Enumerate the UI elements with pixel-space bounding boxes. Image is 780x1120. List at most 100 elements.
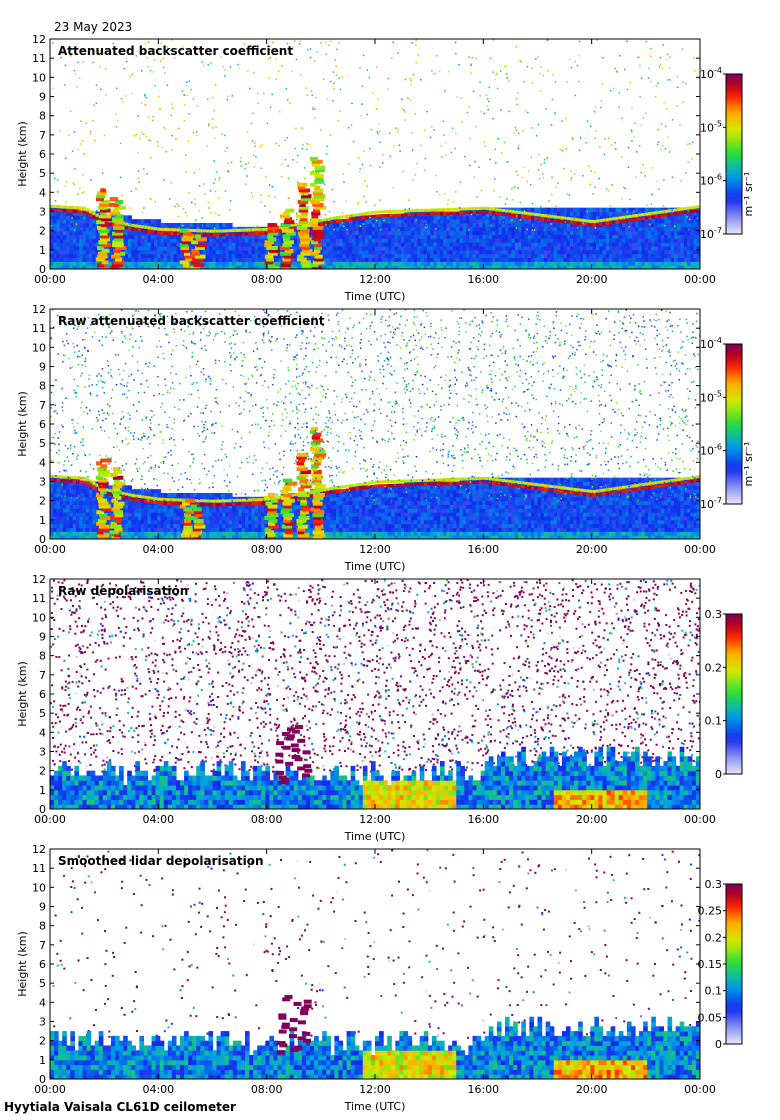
colorbar-units: m⁻¹ sr⁻¹ <box>742 442 755 487</box>
y-tick-label: 3 <box>39 206 46 219</box>
x-tick-label: 04:00 <box>142 1083 174 1096</box>
colorbar-tick-label: 10-7 <box>700 226 722 241</box>
x-axis-label: Time (UTC) <box>344 830 406 843</box>
x-tick-label: 12:00 <box>359 1083 391 1096</box>
colorbar: 0 0.05 0.1 0.15 0.2 0.25 0.3 <box>698 878 743 1051</box>
y-tick-label: 8 <box>39 380 46 393</box>
y-tick-label: 2 <box>39 1035 46 1048</box>
colorbar: 10-7 10-6 10-5 10-4 m⁻¹ sr⁻¹ <box>700 336 755 511</box>
y-tick-label: 1 <box>39 784 46 797</box>
x-tick-label: 00:00 <box>34 543 66 556</box>
y-axis-label: Height (km) <box>16 931 29 997</box>
y-tick-label: 5 <box>39 437 46 450</box>
panel-title: Raw depolarisation <box>58 584 188 598</box>
y-tick-label: 11 <box>32 862 46 875</box>
x-tick-label: 00:00 <box>684 543 716 556</box>
colorbar: 10-7 10-6 10-5 10-4 m⁻¹ sr⁻¹ <box>700 66 755 241</box>
panel-title: Smoothed lidar depolarisation <box>58 854 264 868</box>
colorbar-tick-label: 0.3 <box>705 608 723 621</box>
instrument-footer: Hyytiala Vaisala CL61D ceilometer <box>4 1100 236 1114</box>
y-tick-label: 2 <box>39 765 46 778</box>
y-tick-label: 0 <box>39 263 46 276</box>
y-tick-label: 12 <box>32 843 46 856</box>
panel-1: Attenuated backscatter coefficient 0 12 3 4 5… <box>16 33 755 303</box>
y-tick-label: 12 <box>32 33 46 46</box>
heatmap-field <box>50 579 700 809</box>
y-tick-label: 5 <box>39 167 46 180</box>
y-tick-label: 4 <box>39 186 46 199</box>
y-tick-label: 2 <box>39 495 46 508</box>
x-tick-label: 00:00 <box>684 813 716 826</box>
x-tick-label: 12:00 <box>359 273 391 286</box>
x-tick-label: 04:00 <box>142 543 174 556</box>
x-tick-label: 16:00 <box>467 1083 499 1096</box>
heatmap-field <box>50 39 700 269</box>
x-tick-label: 20:00 <box>576 543 608 556</box>
colorbar-tick-label: 0 <box>715 768 722 781</box>
y-tick-label: 6 <box>39 688 46 701</box>
x-tick-label: 12:00 <box>359 813 391 826</box>
x-tick-label: 20:00 <box>576 1083 608 1096</box>
y-tick-label: 9 <box>39 91 46 104</box>
y-tick-label: 3 <box>39 746 46 759</box>
y-tick-label: 6 <box>39 418 46 431</box>
x-axis-label: Time (UTC) <box>344 1100 406 1113</box>
y-tick-label: 9 <box>39 901 46 914</box>
y-tick-label: 6 <box>39 148 46 161</box>
y-tick-label: 7 <box>39 939 46 952</box>
colorbar-tick-label: 0.05 <box>698 1011 723 1024</box>
y-tick-label: 0 <box>39 1073 46 1086</box>
y-tick-label: 11 <box>32 322 46 335</box>
x-tick-label: 20:00 <box>576 273 608 286</box>
colorbar-tick-label: 0.15 <box>698 958 723 971</box>
y-tick-label: 3 <box>39 1016 46 1029</box>
x-axis-label: Time (UTC) <box>344 560 406 573</box>
y-tick-label: 10 <box>32 881 46 894</box>
colorbar-tick-label: 0 <box>715 1038 722 1051</box>
x-tick-label: 08:00 <box>251 1083 283 1096</box>
colorbar-tick-label: 0.3 <box>705 878 723 891</box>
y-tick-label: 7 <box>39 129 46 142</box>
colorbar-tick-label: 0.2 <box>705 931 723 944</box>
colorbar-tick-label: 10-4 <box>700 336 722 351</box>
y-tick-label: 11 <box>32 52 46 65</box>
y-tick-label: 1 <box>39 514 46 527</box>
x-tick-label: 00:00 <box>34 813 66 826</box>
colorbar-tick-label: 0.2 <box>705 661 723 674</box>
y-tick-label: 12 <box>32 303 46 316</box>
y-tick-label: 4 <box>39 996 46 1009</box>
y-tick-label: 6 <box>39 958 46 971</box>
x-axis-label: Time (UTC) <box>344 290 406 303</box>
y-tick-label: 5 <box>39 977 46 990</box>
panel-4: Smoothed lidar depolarisation01234567891… <box>16 843 743 1113</box>
x-tick-label: 00:00 <box>34 1083 66 1096</box>
y-tick-label: 9 <box>39 361 46 374</box>
panel-title: Raw attenuated backscatter coefficient <box>58 314 325 328</box>
colorbar-tick-label: 10-5 <box>700 119 722 134</box>
y-tick-label: 4 <box>39 726 46 739</box>
y-tick-label: 1 <box>39 1054 46 1067</box>
y-tick-label: 10 <box>32 71 46 84</box>
y-tick-label: 8 <box>39 110 46 123</box>
heatmap-field <box>50 309 700 539</box>
colorbar-tick-label: 10-5 <box>700 389 722 404</box>
y-tick-label: 9 <box>39 631 46 644</box>
x-tick-label: 08:00 <box>251 543 283 556</box>
y-tick-label: 7 <box>39 399 46 412</box>
x-tick-label: 00:00 <box>34 273 66 286</box>
colorbar-tick-label: 10-6 <box>700 443 722 458</box>
y-tick-label: 8 <box>39 650 46 663</box>
y-tick-label: 0 <box>39 803 46 816</box>
y-tick-label: 7 <box>39 669 46 682</box>
y-tick-label: 2 <box>39 225 46 238</box>
y-tick-label: 10 <box>32 341 46 354</box>
y-axis-label: Height (km) <box>16 121 29 187</box>
panel-2: Raw attenuated backscatter coefficient 0 1… <box>16 303 755 573</box>
panel-title: Attenuated backscatter coefficient <box>58 44 293 58</box>
colorbar-tick-label: 10-6 <box>700 173 722 188</box>
y-tick-label: 8 <box>39 920 46 933</box>
heatmap-field <box>50 849 700 1079</box>
y-tick-label: 4 <box>39 456 46 469</box>
